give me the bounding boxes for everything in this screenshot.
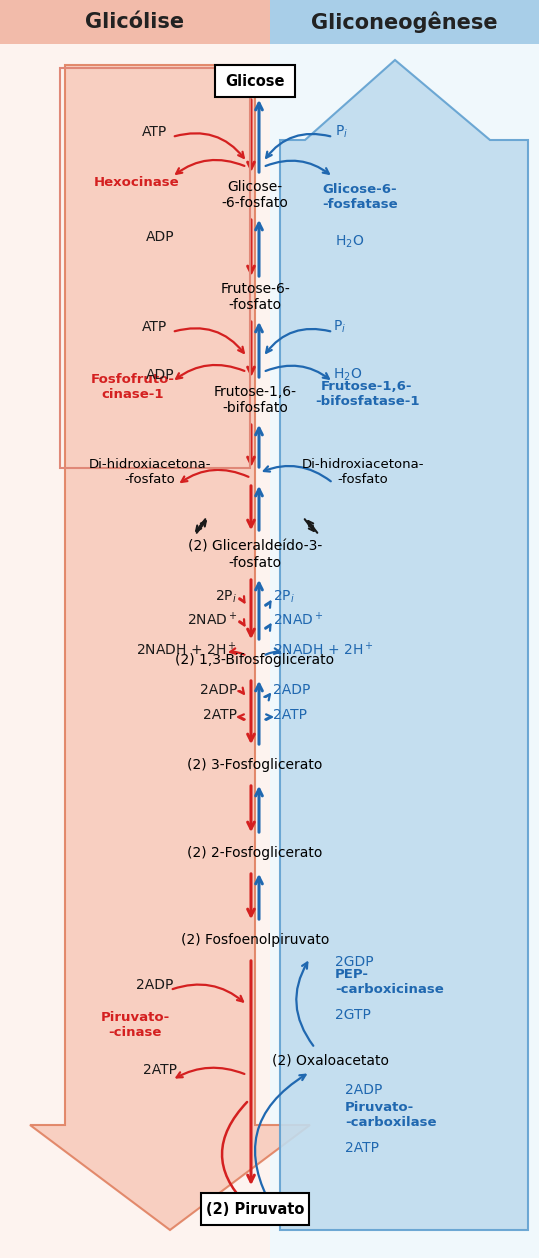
Text: P$_i$: P$_i$	[333, 318, 346, 335]
Text: 2NAD$^+$: 2NAD$^+$	[273, 611, 323, 629]
Text: 2ADP: 2ADP	[273, 683, 310, 697]
Text: ATP: ATP	[142, 320, 168, 335]
Text: Piruvato-
-cinase: Piruvato- -cinase	[100, 1011, 170, 1039]
Text: H$_2$O: H$_2$O	[335, 234, 364, 250]
Text: 2NADH + 2H$^+$: 2NADH + 2H$^+$	[273, 642, 374, 659]
Text: 2P$_i$: 2P$_i$	[273, 589, 295, 605]
Text: 2ADP: 2ADP	[136, 977, 174, 993]
Text: 2NADH + 2H$^+$: 2NADH + 2H$^+$	[136, 642, 237, 659]
Text: 2GDP: 2GDP	[335, 955, 374, 969]
Polygon shape	[30, 65, 310, 1230]
Text: (2) Fosfoenolpiruvato: (2) Fosfoenolpiruvato	[181, 933, 329, 947]
Text: 2ATP: 2ATP	[273, 708, 307, 722]
Text: Hexocinase: Hexocinase	[94, 176, 180, 189]
Text: 2ATP: 2ATP	[203, 708, 237, 722]
Text: 2ADP: 2ADP	[345, 1083, 382, 1097]
Text: Fosfofruto-
cinase-1: Fosfofruto- cinase-1	[91, 374, 175, 401]
FancyBboxPatch shape	[201, 1193, 309, 1225]
Text: 2ATP: 2ATP	[345, 1141, 379, 1155]
Text: 2ATP: 2ATP	[143, 1063, 177, 1077]
Text: Gliconeogênese: Gliconeogênese	[311, 11, 497, 33]
Bar	[270, 0, 539, 44]
Text: ADP: ADP	[146, 369, 174, 382]
Text: (2) 3-Fosfoglicerato: (2) 3-Fosfoglicerato	[188, 759, 323, 772]
Text: Glicose-
-6-fosfato: Glicose- -6-fosfato	[222, 180, 288, 210]
Text: Di-hidroxiacetona-
-fosfato: Di-hidroxiacetona- -fosfato	[302, 458, 424, 486]
Text: Frutose-1,6-
-bifosfatase-1: Frutose-1,6- -bifosfatase-1	[315, 380, 419, 408]
FancyBboxPatch shape	[215, 65, 295, 97]
Text: 2GTP: 2GTP	[335, 1008, 371, 1021]
Text: 2P$_i$: 2P$_i$	[215, 589, 237, 605]
Text: 2ADP: 2ADP	[199, 683, 237, 697]
Bar	[0, 0, 270, 44]
Bar	[0, 44, 270, 1258]
Text: Piruvato-
-carboxilase: Piruvato- -carboxilase	[345, 1101, 437, 1128]
Text: Glicólise: Glicólise	[85, 13, 184, 31]
Text: (2) Piruvato: (2) Piruvato	[206, 1203, 304, 1218]
Text: H$_2$O: H$_2$O	[333, 367, 362, 384]
Text: Frutose-1,6-
-bifosfato: Frutose-1,6- -bifosfato	[213, 385, 296, 415]
Bar	[270, 44, 539, 1258]
Polygon shape	[280, 60, 528, 1230]
Text: P$_i$: P$_i$	[335, 123, 348, 140]
Text: (2) Gliceraldeído-3-
-fosfato: (2) Gliceraldeído-3- -fosfato	[188, 540, 322, 570]
Text: 2NAD$^+$: 2NAD$^+$	[186, 611, 237, 629]
Text: Di-hidroxiacetona-
-fosfato: Di-hidroxiacetona- -fosfato	[89, 458, 211, 486]
Text: ADP: ADP	[146, 230, 174, 244]
Text: (2) 1,3-Bifosfoglicerato: (2) 1,3-Bifosfoglicerato	[175, 653, 335, 667]
Text: (2) 2-Fosfoglicerato: (2) 2-Fosfoglicerato	[188, 845, 323, 860]
Text: ATP: ATP	[142, 125, 168, 138]
Text: PEP-
-carboxicinase: PEP- -carboxicinase	[335, 967, 444, 996]
Text: Glicose-6-
-fosfatase: Glicose-6- -fosfatase	[322, 182, 398, 211]
Text: (2) Oxaloacetato: (2) Oxaloacetato	[272, 1053, 389, 1067]
Text: Frutose-6-
-fosfato: Frutose-6- -fosfato	[220, 282, 290, 312]
Text: Glicose: Glicose	[225, 74, 285, 89]
